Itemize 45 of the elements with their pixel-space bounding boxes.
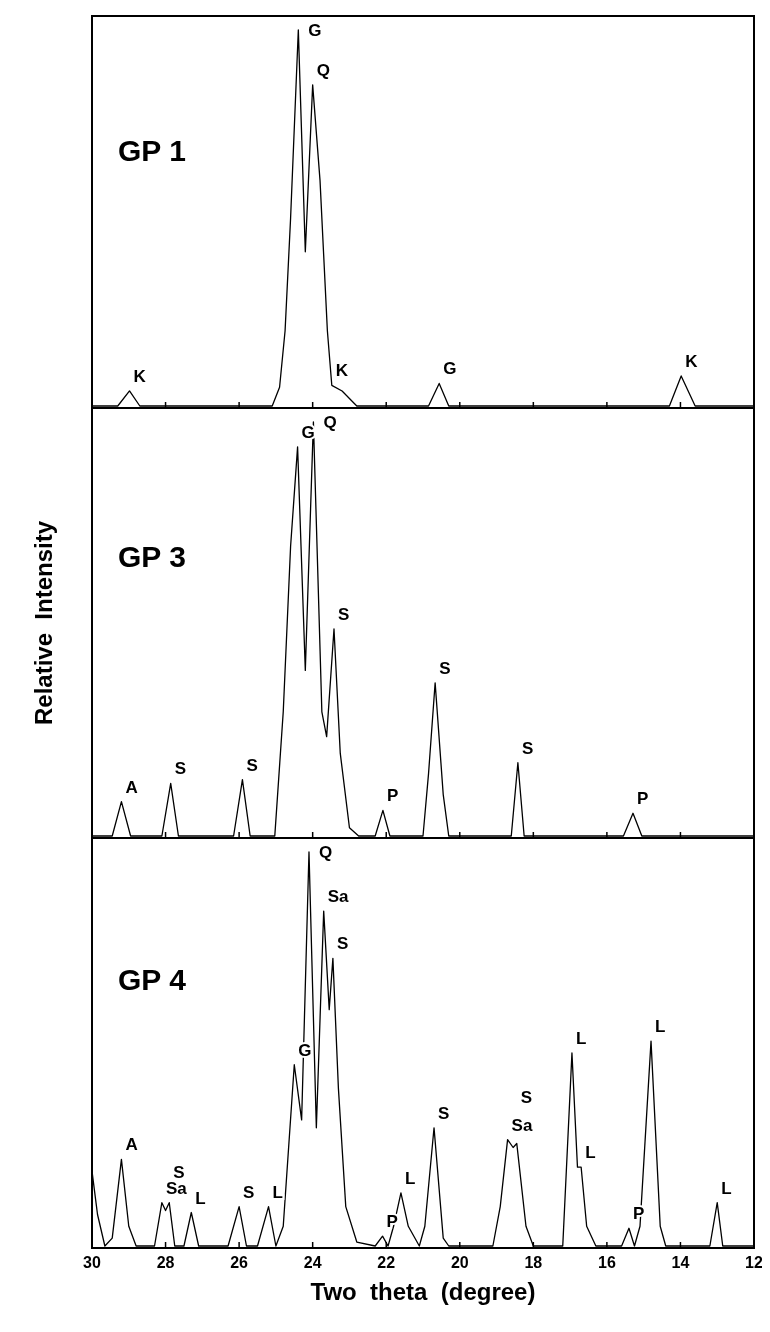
annotation: G bbox=[308, 21, 322, 40]
annotation: G bbox=[443, 359, 457, 379]
annotation: S bbox=[438, 1103, 450, 1123]
x-tick-label: 12 bbox=[745, 1254, 763, 1271]
x-tick-label: 26 bbox=[230, 1254, 249, 1271]
y-axis-title: Relative Intensity bbox=[30, 520, 57, 726]
annotation: Sa bbox=[327, 887, 350, 907]
x-tick-label: 16 bbox=[597, 1254, 616, 1271]
annotation: S bbox=[174, 759, 187, 779]
annotation: S bbox=[521, 738, 534, 758]
text: GP 4 bbox=[118, 962, 187, 996]
x-tick-label: 14 bbox=[671, 1254, 690, 1271]
annotation: S bbox=[439, 658, 451, 678]
annotation: K bbox=[685, 351, 699, 371]
annotation: Q bbox=[323, 413, 337, 432]
annotation: L bbox=[721, 1178, 732, 1198]
annotation: L bbox=[585, 1143, 596, 1163]
annotation: L bbox=[655, 1017, 666, 1037]
annotation: K bbox=[335, 361, 349, 381]
text: GP 3 bbox=[118, 540, 186, 574]
annotation: Sa bbox=[511, 1115, 533, 1135]
annotation: S bbox=[243, 1182, 255, 1202]
annotation: L bbox=[404, 1168, 416, 1188]
annotation: P bbox=[386, 786, 399, 806]
x-tick-label: 20 bbox=[450, 1254, 469, 1271]
x-tick-label: 22 bbox=[377, 1254, 396, 1271]
x-tick-label: 28 bbox=[156, 1254, 175, 1271]
x-tick-label: 18 bbox=[524, 1254, 543, 1271]
annotation: L bbox=[195, 1188, 206, 1208]
annotation: Q bbox=[318, 843, 333, 862]
annotation: S bbox=[520, 1087, 533, 1107]
x-tick-label: 30 bbox=[83, 1254, 101, 1271]
annotation: L bbox=[272, 1182, 283, 1202]
x-tick-label: 24 bbox=[303, 1254, 322, 1271]
annotation: L bbox=[575, 1028, 587, 1048]
annotation: S bbox=[246, 755, 258, 775]
annotation: A bbox=[125, 1135, 138, 1155]
annotation: P bbox=[637, 789, 649, 809]
annotation: S bbox=[336, 934, 349, 954]
text: GP 1 bbox=[118, 134, 186, 168]
annotation: Q bbox=[316, 60, 330, 80]
x-axis-title: Two theta (degree) bbox=[310, 1278, 536, 1305]
annotation: S bbox=[338, 605, 350, 624]
annotation: K bbox=[133, 366, 147, 386]
annotation: A bbox=[125, 777, 138, 797]
